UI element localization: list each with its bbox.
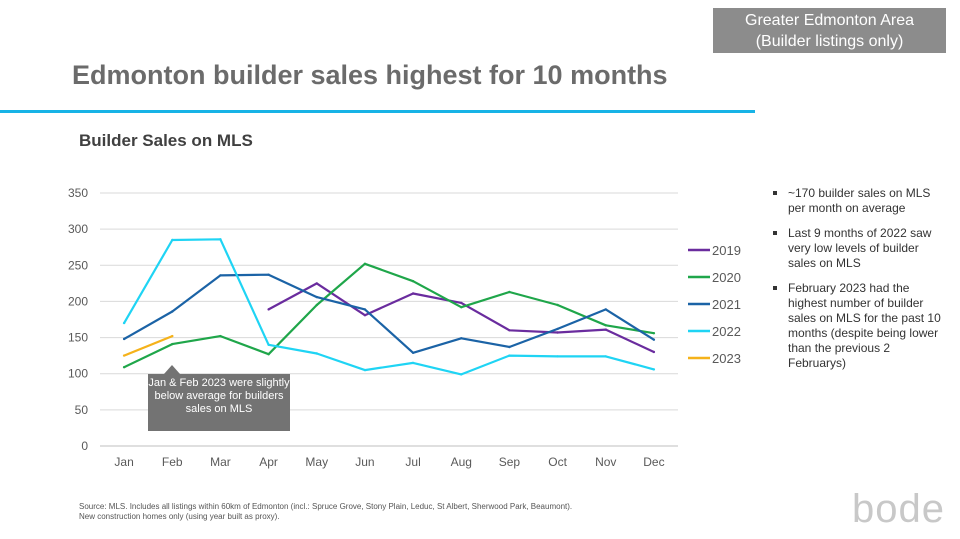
bullet-square-icon bbox=[773, 286, 777, 290]
source-line2: New construction homes only (using year … bbox=[79, 512, 280, 521]
source-line1: Source: MLS. Includes all listings withi… bbox=[79, 502, 573, 511]
bullet-square-icon bbox=[773, 191, 777, 195]
note-text: February 2023 had the highest number of … bbox=[788, 281, 941, 370]
y-tick-label: 350 bbox=[68, 186, 88, 200]
series-2023 bbox=[122, 334, 174, 357]
series-2020 bbox=[122, 262, 656, 369]
source-note: Source: MLS. Includes all listings withi… bbox=[79, 502, 572, 522]
series-2021 bbox=[122, 273, 656, 354]
x-tick-label: Jan bbox=[114, 455, 133, 469]
region-tag-line2: (Builder listings only) bbox=[755, 33, 904, 50]
bode-logo: bode bbox=[852, 487, 945, 531]
x-tick-label: Nov bbox=[595, 455, 616, 469]
x-tick-label: May bbox=[305, 455, 328, 469]
x-tick-label: Feb bbox=[162, 455, 183, 469]
x-tick-label: Mar bbox=[210, 455, 231, 469]
y-tick-label: 50 bbox=[75, 403, 89, 417]
x-tick-label: Dec bbox=[643, 455, 664, 469]
series-line bbox=[123, 335, 173, 357]
bullet-square-icon bbox=[773, 231, 777, 235]
x-axis-ticks: Jan Feb Mar Apr May Jun Jul Aug Sep Oct Nov Dec bbox=[114, 455, 664, 469]
note-item: Last 9 months of 2022 saw very low level… bbox=[770, 226, 945, 271]
title-divider bbox=[0, 110, 755, 113]
legend-item: 2019 bbox=[688, 243, 741, 258]
note-item: February 2023 had the highest number of … bbox=[770, 281, 945, 371]
note-item: ~170 builder sales on MLS per month on a… bbox=[770, 186, 945, 216]
series-2022 bbox=[122, 238, 656, 376]
legend-label: 2020 bbox=[712, 270, 741, 285]
note-text: Last 9 months of 2022 saw very low level… bbox=[788, 226, 932, 270]
series-2019 bbox=[267, 282, 656, 354]
chart-legend: 2019 2020 2021 2022 2023 bbox=[688, 243, 741, 366]
legend-label: 2019 bbox=[712, 243, 741, 258]
legend-label: 2021 bbox=[712, 297, 741, 312]
y-axis-ticks: 0 50 100 150 200 250 300 350 bbox=[68, 186, 88, 453]
legend-item: 2020 bbox=[688, 270, 741, 285]
y-tick-label: 0 bbox=[81, 439, 88, 453]
x-tick-label: Apr bbox=[259, 455, 278, 469]
region-tag: Greater Edmonton Area (Builder listings … bbox=[713, 8, 946, 53]
slide-title: Edmonton builder sales highest for 10 mo… bbox=[72, 60, 668, 90]
callout-pointer bbox=[164, 365, 180, 374]
x-tick-label: Jun bbox=[355, 455, 374, 469]
annotation-callout: Jan & Feb 2023 were slightly below avera… bbox=[148, 374, 290, 431]
y-tick-label: 250 bbox=[68, 258, 88, 272]
legend-item: 2022 bbox=[688, 324, 741, 339]
chart-title: Builder Sales on MLS bbox=[79, 131, 253, 150]
y-tick-label: 100 bbox=[68, 367, 88, 381]
y-tick-label: 150 bbox=[68, 331, 88, 345]
y-tick-label: 200 bbox=[68, 294, 88, 308]
note-text: ~170 builder sales on MLS per month on a… bbox=[788, 186, 931, 215]
x-tick-label: Oct bbox=[548, 455, 567, 469]
legend-item: 2023 bbox=[688, 351, 741, 366]
legend-label: 2023 bbox=[712, 351, 741, 366]
series-line bbox=[123, 262, 655, 369]
y-tick-label: 300 bbox=[68, 222, 88, 236]
notes-list: ~170 builder sales on MLS per month on a… bbox=[770, 186, 945, 381]
series-line bbox=[268, 282, 655, 353]
region-tag-line1: Greater Edmonton Area bbox=[745, 12, 914, 29]
series-line bbox=[123, 238, 655, 376]
x-tick-label: Sep bbox=[499, 455, 521, 469]
legend-item: 2021 bbox=[688, 297, 741, 312]
x-tick-label: Aug bbox=[451, 455, 472, 469]
series-line bbox=[123, 273, 655, 354]
x-tick-label: Jul bbox=[405, 455, 420, 469]
legend-label: 2022 bbox=[712, 324, 741, 339]
chart-series bbox=[122, 238, 656, 376]
